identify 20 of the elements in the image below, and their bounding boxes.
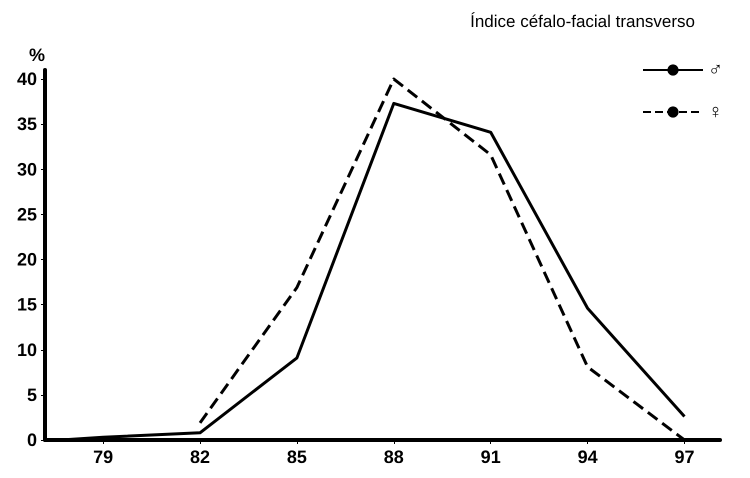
- y-tick-label: 15: [16, 294, 37, 315]
- x-tick-label: 79: [93, 447, 114, 467]
- y-tick-label: 30: [16, 159, 37, 180]
- y-tick-label: 25: [16, 204, 37, 224]
- y-tick-label: 5: [26, 384, 37, 405]
- x-tick-label: 91: [480, 447, 501, 467]
- x-tick-label: 82: [190, 447, 210, 467]
- y-tick-label: 0: [26, 430, 37, 450]
- y-tick-label: 10: [16, 340, 37, 360]
- y-tick-label: 35: [16, 114, 37, 134]
- chart-title: Índice céfalo-facial transverso: [470, 12, 696, 31]
- y-tick-label: 20: [16, 250, 37, 270]
- x-tick-label: 88: [384, 447, 404, 467]
- y-tick-label: 40: [16, 69, 37, 90]
- legend-label: ♂: [708, 59, 723, 81]
- legend-label: ♀: [708, 101, 723, 123]
- x-tick-label: 85: [286, 447, 307, 467]
- x-tick-label: 94: [578, 447, 598, 467]
- y-axis-title: %: [28, 45, 45, 65]
- x-tick-label: 97: [674, 447, 694, 467]
